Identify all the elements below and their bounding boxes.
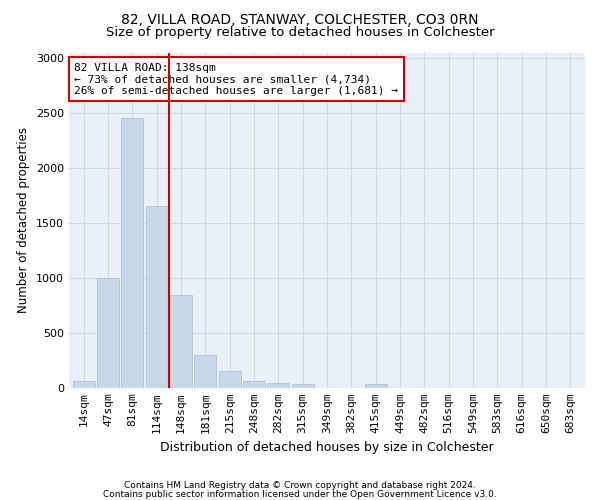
Bar bbox=[97, 278, 119, 388]
Bar bbox=[170, 295, 192, 388]
Bar bbox=[121, 118, 143, 388]
Bar bbox=[268, 383, 289, 388]
Bar bbox=[292, 384, 314, 388]
Bar bbox=[218, 371, 241, 388]
Bar bbox=[73, 382, 95, 388]
Text: Contains public sector information licensed under the Open Government Licence v3: Contains public sector information licen… bbox=[103, 490, 497, 499]
Bar bbox=[146, 206, 167, 388]
Text: 82, VILLA ROAD, STANWAY, COLCHESTER, CO3 0RN: 82, VILLA ROAD, STANWAY, COLCHESTER, CO3… bbox=[121, 12, 479, 26]
Text: Contains HM Land Registry data © Crown copyright and database right 2024.: Contains HM Land Registry data © Crown c… bbox=[124, 481, 476, 490]
Text: 82 VILLA ROAD: 138sqm
← 73% of detached houses are smaller (4,734)
26% of semi-d: 82 VILLA ROAD: 138sqm ← 73% of detached … bbox=[74, 62, 398, 96]
X-axis label: Distribution of detached houses by size in Colchester: Distribution of detached houses by size … bbox=[160, 441, 494, 454]
Y-axis label: Number of detached properties: Number of detached properties bbox=[17, 127, 31, 313]
Bar bbox=[365, 384, 386, 388]
Bar bbox=[194, 355, 216, 388]
Bar bbox=[243, 382, 265, 388]
Text: Size of property relative to detached houses in Colchester: Size of property relative to detached ho… bbox=[106, 26, 494, 39]
